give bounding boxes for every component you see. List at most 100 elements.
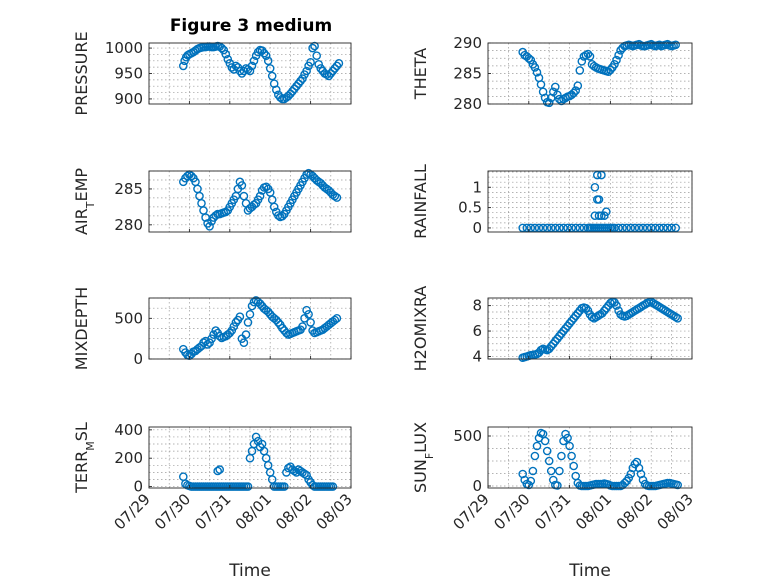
- data-point: [314, 60, 324, 69]
- axes-box: [148, 426, 352, 489]
- data-point: [555, 331, 564, 341]
- data-point: [544, 344, 554, 354]
- data-point: [219, 45, 228, 55]
- y-tick-label: 400: [114, 421, 143, 439]
- data-point: [597, 170, 606, 180]
- y-tick-label: 1000: [105, 39, 143, 57]
- data-point: [530, 223, 540, 233]
- data-point: [241, 330, 251, 339]
- data-point: [565, 319, 574, 328]
- data-point: [300, 469, 309, 479]
- data-point: [235, 312, 245, 322]
- axes-box: [148, 297, 352, 360]
- data-point: [546, 466, 556, 476]
- data-point: [673, 480, 683, 490]
- data-point: [279, 482, 289, 491]
- y-tick-label: 0.5: [458, 199, 482, 217]
- data-point: [561, 324, 570, 333]
- y-axis-label: THETA: [411, 48, 430, 100]
- data-point: [217, 43, 226, 53]
- y-tick-label: 285: [453, 65, 482, 83]
- data-point: [606, 65, 615, 75]
- data-point: [659, 223, 668, 233]
- data-point: [225, 328, 235, 338]
- data-point: [312, 51, 322, 61]
- figure-title: Figure 3 medium: [170, 16, 332, 36]
- data-point: [551, 223, 560, 233]
- data-point: [610, 60, 619, 69]
- y-tick-label: 500: [453, 427, 482, 445]
- data-point: [540, 93, 550, 103]
- data-point: [263, 56, 273, 66]
- data-point: [655, 223, 664, 233]
- data-point: [310, 41, 319, 51]
- data-point: [593, 170, 602, 180]
- data-point: [227, 326, 237, 335]
- y-tick-label: 290: [453, 34, 482, 52]
- axes-box: [487, 297, 693, 360]
- data-point: [213, 466, 222, 476]
- data-point: [308, 326, 317, 335]
- data-point: [215, 465, 224, 474]
- data-point: [655, 40, 664, 50]
- data-point: [571, 311, 581, 321]
- data-point: [251, 432, 261, 442]
- data-point: [600, 306, 609, 316]
- data-point: [575, 66, 585, 75]
- data-point: [551, 336, 560, 346]
- data-point: [624, 473, 634, 483]
- y-axis-label: H2OMIXRA: [411, 286, 430, 372]
- data-point: [622, 223, 632, 233]
- data-point: [573, 81, 583, 90]
- data-point: [567, 316, 576, 326]
- data-point: [563, 433, 572, 443]
- data-point: [542, 446, 552, 456]
- data-point: [221, 49, 231, 59]
- data-point: [590, 211, 600, 220]
- axes-box: [487, 170, 693, 233]
- data-point: [237, 181, 247, 190]
- data-point: [231, 318, 241, 327]
- data-point: [249, 56, 259, 66]
- y-axis-label: TERRMSL: [72, 422, 97, 494]
- data-point: [614, 50, 623, 60]
- data-point: [199, 338, 208, 348]
- data-point: [308, 43, 317, 53]
- data-point: [563, 223, 572, 233]
- y-axis-label: MIXDEPTH: [72, 287, 91, 370]
- x-axis-label: Time: [228, 561, 271, 581]
- data-point: [522, 223, 532, 233]
- data-point: [667, 223, 676, 233]
- data-point: [614, 223, 623, 233]
- data-point: [602, 303, 611, 313]
- data-point: [298, 74, 307, 83]
- y-axis-label: PRESSURE: [72, 31, 91, 115]
- data-point: [559, 326, 568, 336]
- data-point: [544, 98, 554, 108]
- data-point: [642, 223, 652, 233]
- data-point: [559, 223, 568, 233]
- data-point: [594, 195, 604, 204]
- data-point: [227, 63, 237, 72]
- data-point: [332, 313, 342, 323]
- data-point: [328, 482, 338, 491]
- data-point: [546, 223, 556, 233]
- data-point: [261, 182, 271, 192]
- data-point: [602, 207, 611, 216]
- data-point: [663, 223, 672, 233]
- data-point: [308, 480, 317, 490]
- data-point: [597, 308, 607, 318]
- y-tick-label: 8: [472, 297, 482, 315]
- data-point: [239, 66, 249, 76]
- data-point: [201, 213, 210, 222]
- data-point: [569, 88, 579, 98]
- data-point: [271, 85, 281, 95]
- data-point: [600, 211, 609, 220]
- data-point: [526, 223, 536, 233]
- data-point: [209, 330, 218, 339]
- data-point: [524, 54, 534, 63]
- data-point: [526, 55, 536, 65]
- panel-h2omixra: 4 6 8 H2OMIXRA: [411, 286, 693, 372]
- data-point: [302, 470, 311, 480]
- y-tick-label: 280: [114, 216, 143, 234]
